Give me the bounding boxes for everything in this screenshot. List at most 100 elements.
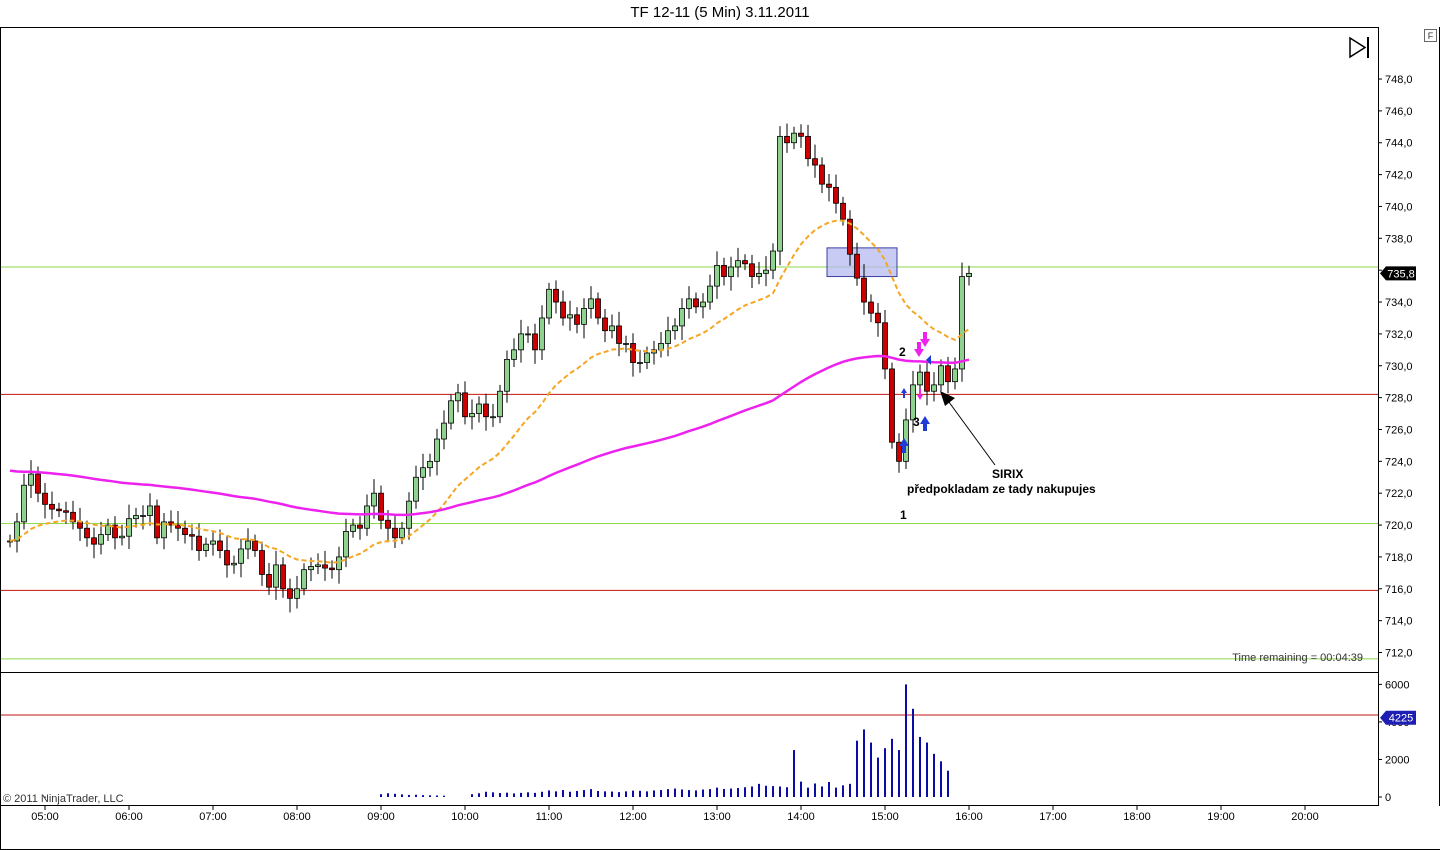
panel-f-button[interactable]: F: [1424, 29, 1437, 42]
candle-down: [462, 392, 468, 418]
candle-down: [889, 368, 895, 443]
candle-up: [315, 564, 321, 567]
candle-down: [224, 550, 230, 566]
volume-bar: [940, 761, 942, 797]
candle-down: [854, 253, 860, 279]
annotation-3: 3: [913, 415, 920, 429]
candle-up: [350, 524, 356, 532]
candle-up: [763, 269, 769, 274]
last-volume-marker: 4225: [1380, 710, 1416, 725]
candle-down: [112, 524, 118, 539]
candle-down: [616, 325, 622, 344]
axis-layer: 748,0746,0744,0742,0740,0738,0736,0734,0…: [31, 74, 1412, 823]
time-axis-label: 14:00: [787, 811, 815, 823]
price-axis-label: 738,0: [1385, 233, 1413, 245]
candle-down: [259, 550, 265, 575]
candle-up: [273, 564, 279, 588]
volume-bar: [632, 790, 634, 797]
candle-up: [910, 384, 916, 421]
price-axis-label: 748,0: [1385, 74, 1413, 86]
candle-up: [728, 266, 734, 277]
candle-up: [448, 400, 454, 424]
candle-down: [70, 511, 76, 523]
candle-down: [945, 365, 951, 383]
candle-up: [469, 413, 475, 418]
candle-down: [742, 260, 748, 265]
time-axis-label: 11:00: [536, 811, 563, 823]
copyright-label: © 2011 NinjaTrader, LLC: [3, 793, 124, 805]
candle-up: [966, 272, 972, 277]
candle-down: [749, 263, 755, 277]
ema-fast-line: [9, 219, 970, 564]
candle-up: [637, 362, 643, 364]
candle-down: [630, 343, 636, 363]
candle-down: [819, 164, 825, 185]
buy-arrow-icon: [899, 438, 909, 453]
candle-down: [602, 317, 608, 332]
volume-bar: [660, 790, 662, 797]
volume-bar: [422, 795, 424, 797]
candle-up: [952, 368, 958, 383]
candle-up: [119, 535, 125, 539]
chart-title: TF 12-11 (5 Min) 3.11.2011: [630, 4, 810, 21]
volume-bar: [562, 790, 564, 797]
volume-bar: [611, 791, 613, 797]
candle-up: [581, 308, 587, 325]
price-axis-label: 722,0: [1385, 488, 1413, 500]
candle-up: [644, 352, 650, 363]
last-price-label: 735,8: [1387, 268, 1415, 280]
price-axis-label: 746,0: [1385, 106, 1413, 118]
volume-bar: [618, 792, 620, 797]
volume-bar: [835, 787, 837, 797]
volume-bar: [653, 790, 655, 797]
candle-up: [735, 260, 741, 268]
volume-bar: [681, 789, 683, 797]
volume-bar: [688, 790, 690, 797]
sell-arrow-icon: [917, 389, 923, 400]
candle-up: [343, 531, 349, 558]
candle-up: [455, 392, 461, 402]
volume-bar: [429, 795, 431, 797]
candle-down: [189, 534, 195, 537]
time-axis-label: 15:00: [871, 811, 899, 823]
annotation-comment: předpokladam ze tady nakupujes: [907, 482, 1096, 496]
candle-down: [553, 288, 559, 303]
candle-down: [91, 537, 97, 545]
volume-bar: [716, 787, 718, 797]
candle-up: [917, 371, 923, 386]
candle-down: [329, 567, 335, 571]
candle-up: [308, 566, 314, 571]
candle-down: [35, 473, 41, 494]
buy-arrow-icon: [901, 388, 907, 398]
candle-down: [784, 135, 790, 144]
candle-up: [210, 540, 216, 545]
volume-panel-frame: [0, 672, 1379, 806]
volume-bar: [723, 788, 725, 797]
time-remaining-label: Time remaining = 00:04:39: [1232, 652, 1363, 664]
price-axis-label: 744,0: [1385, 138, 1413, 150]
time-axis-label: 09:00: [367, 811, 395, 823]
price-axis-label: 716,0: [1385, 584, 1413, 596]
volume-bar: [849, 783, 851, 797]
volume-bar: [926, 742, 928, 797]
candle-up: [294, 588, 300, 599]
volume-bar: [534, 792, 536, 797]
candle-up: [427, 460, 433, 469]
last-price-marker: 735,8: [1380, 266, 1416, 281]
candle-up: [567, 314, 573, 319]
price-axis-label: 732,0: [1385, 329, 1413, 341]
volume-bar: [408, 794, 410, 797]
skip-to-end-icon[interactable]: [1349, 36, 1369, 59]
highlight-zone: [826, 247, 898, 278]
volume-bar: [821, 786, 823, 797]
volume-bar: [548, 790, 550, 797]
sell-arrow-icon: [914, 342, 924, 357]
candle-up: [707, 285, 713, 303]
volume-bar: [800, 781, 802, 797]
candle-down: [392, 527, 398, 539]
candle-up: [371, 492, 377, 507]
volume-bar: [478, 793, 480, 797]
volume-bar: [814, 783, 816, 797]
candle-down: [868, 301, 874, 314]
volume-bar: [947, 770, 949, 797]
